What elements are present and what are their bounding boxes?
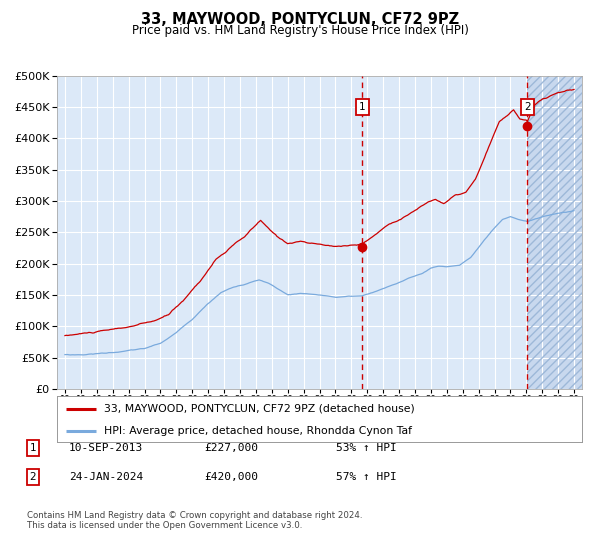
Text: 1: 1: [359, 102, 365, 112]
Text: 33, MAYWOOD, PONTYCLUN, CF72 9PZ (detached house): 33, MAYWOOD, PONTYCLUN, CF72 9PZ (detach…: [104, 404, 415, 414]
Text: 57% ↑ HPI: 57% ↑ HPI: [336, 472, 397, 482]
Bar: [527, 76, 582, 389]
Text: Contains HM Land Registry data © Crown copyright and database right 2024.
This d: Contains HM Land Registry data © Crown c…: [27, 511, 362, 530]
Text: Price paid vs. HM Land Registry's House Price Index (HPI): Price paid vs. HM Land Registry's House …: [131, 24, 469, 36]
Text: 33, MAYWOOD, PONTYCLUN, CF72 9PZ: 33, MAYWOOD, PONTYCLUN, CF72 9PZ: [141, 12, 459, 27]
Text: 2: 2: [524, 102, 531, 112]
Text: HPI: Average price, detached house, Rhondda Cynon Taf: HPI: Average price, detached house, Rhon…: [104, 426, 412, 436]
Text: £227,000: £227,000: [204, 443, 258, 453]
Text: 1: 1: [29, 443, 37, 453]
Text: 24-JAN-2024: 24-JAN-2024: [69, 472, 143, 482]
Bar: [527, 76, 582, 389]
Text: £420,000: £420,000: [204, 472, 258, 482]
Text: 53% ↑ HPI: 53% ↑ HPI: [336, 443, 397, 453]
Text: 10-SEP-2013: 10-SEP-2013: [69, 443, 143, 453]
Text: 2: 2: [29, 472, 37, 482]
